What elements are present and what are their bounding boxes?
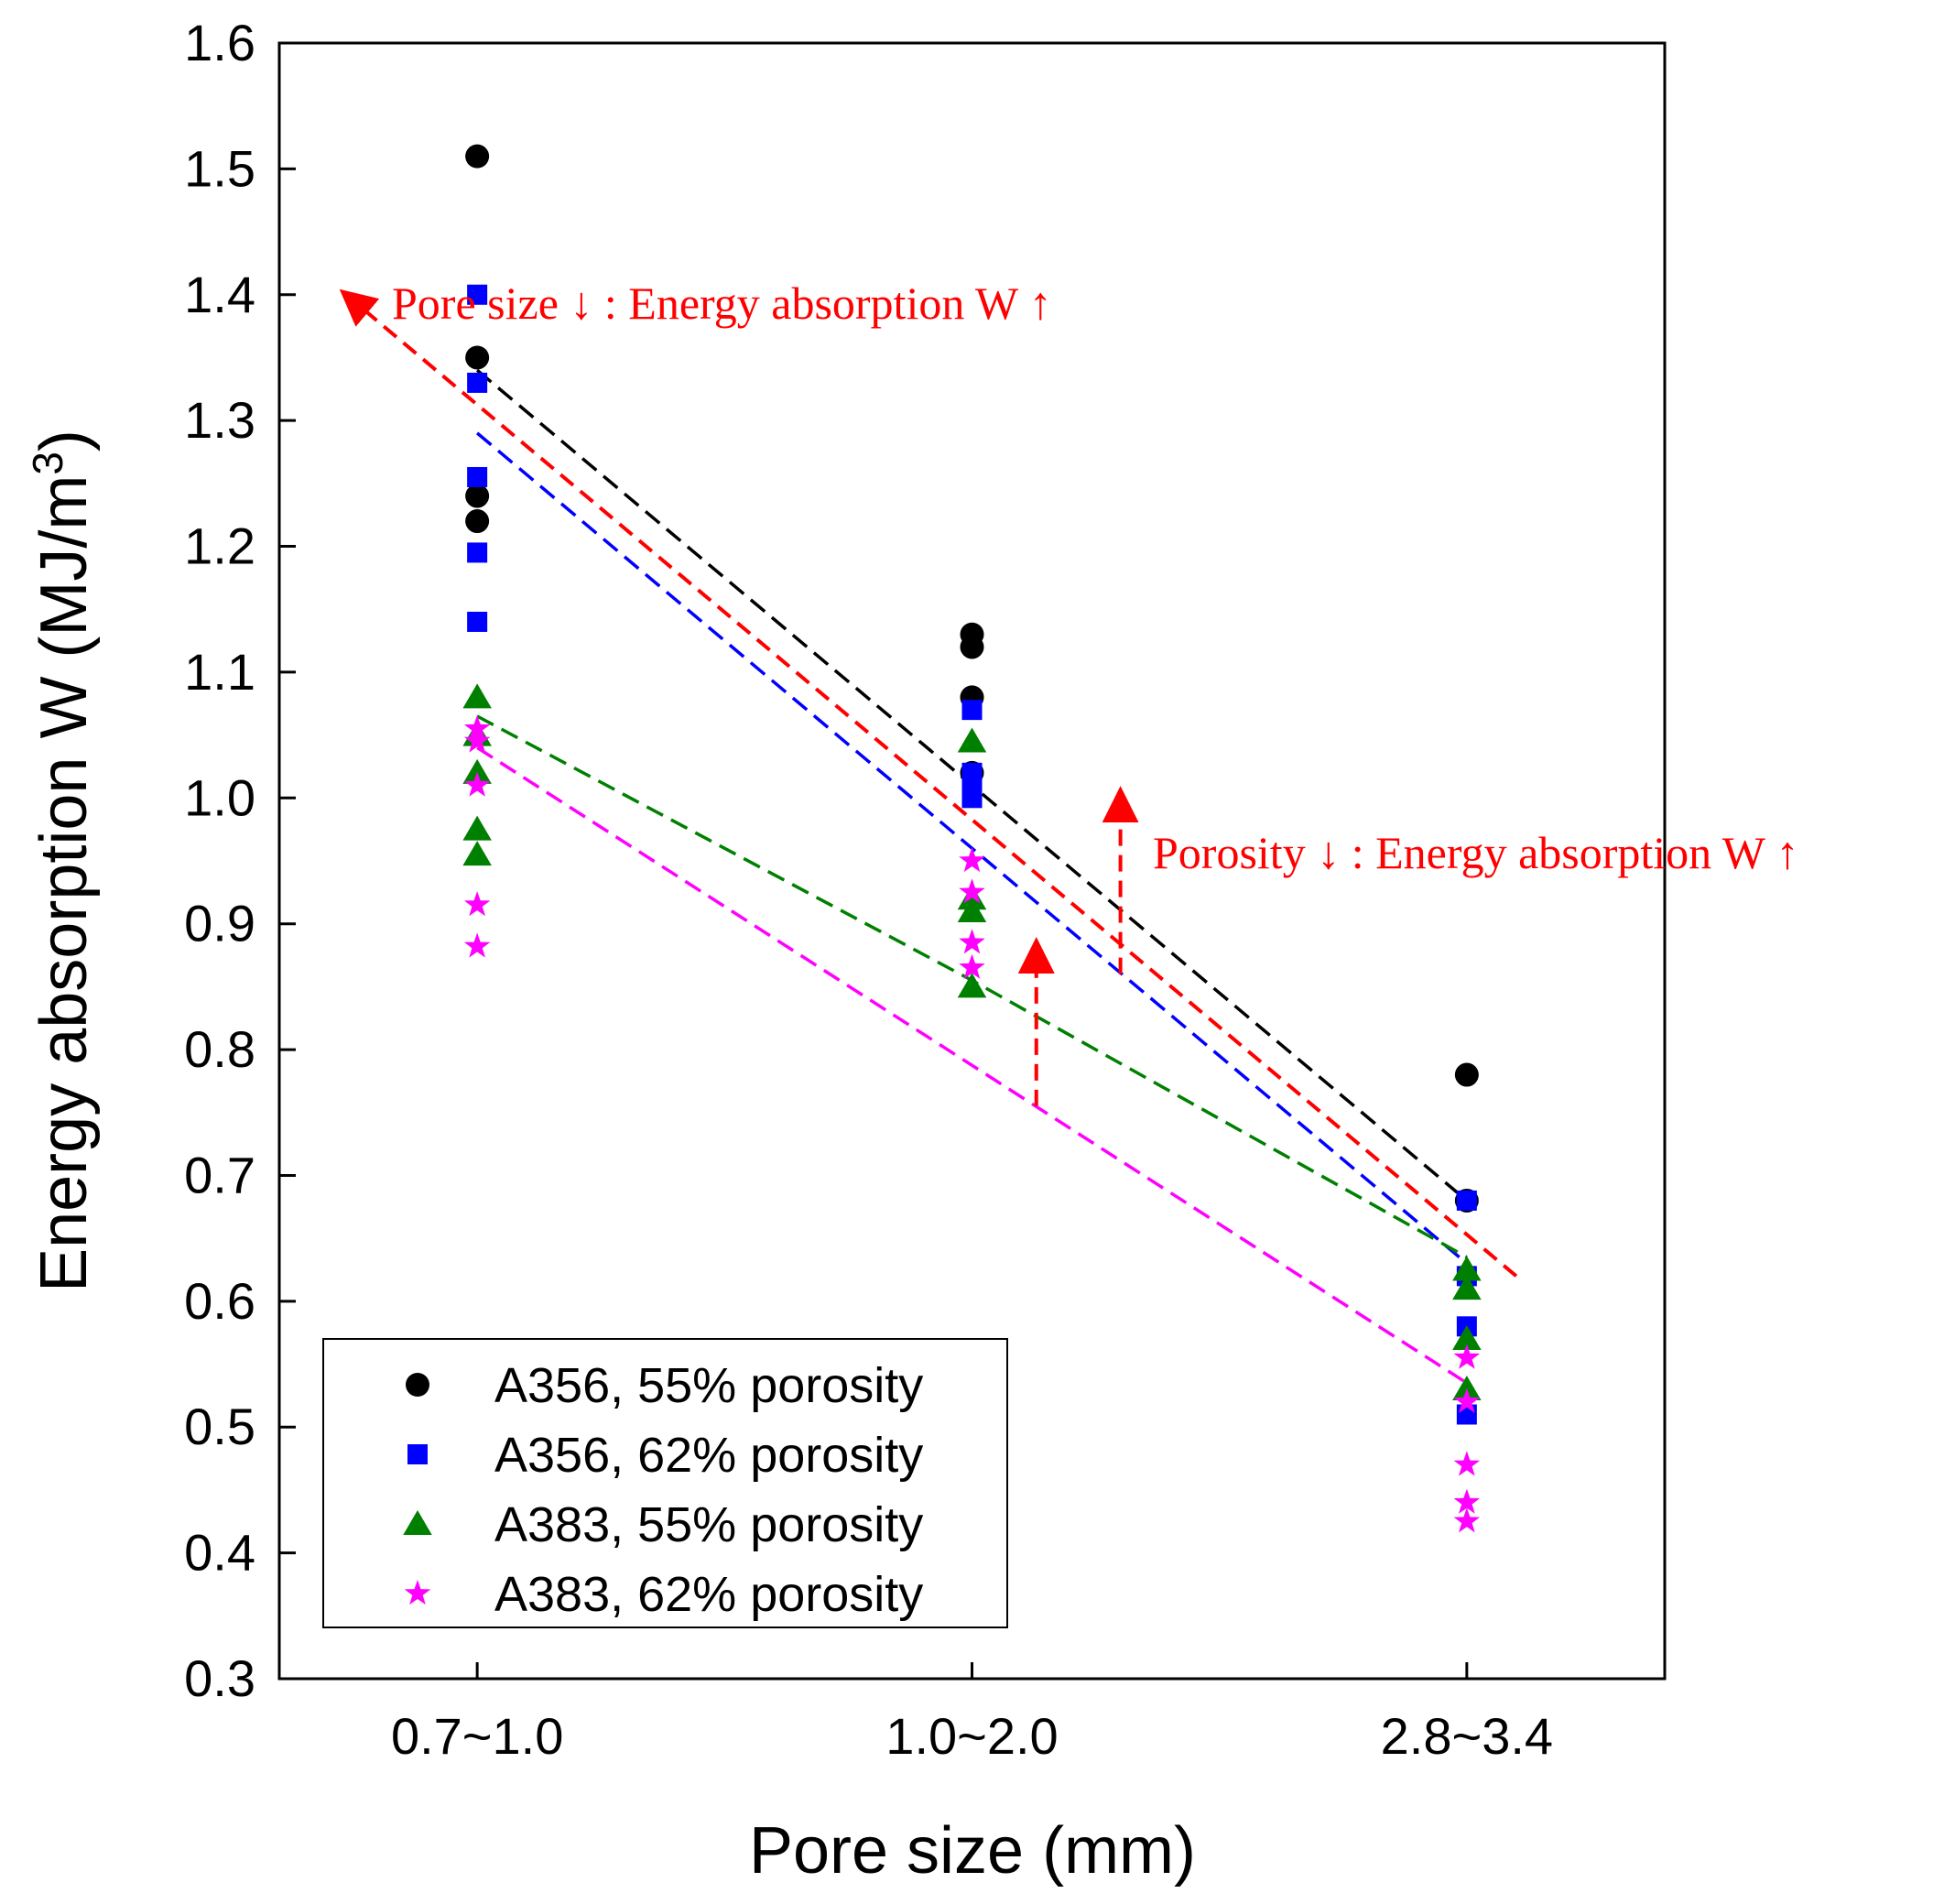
y-axis-title-main: Energy absorption W (MJ/m [27, 475, 101, 1292]
y-tick-label: 1.2 [184, 517, 255, 575]
legend-marker [404, 1580, 431, 1605]
data-point [1453, 1344, 1481, 1369]
legend-label: A383, 62% porosity [494, 1567, 923, 1622]
data-point [1452, 1256, 1482, 1281]
x-tick-label: 2.8~3.4 [1381, 1707, 1553, 1765]
data-point [465, 509, 490, 534]
data-point [463, 891, 491, 917]
data-point [463, 714, 491, 740]
data-point [1453, 1451, 1481, 1476]
y-axis-title-close: ) [27, 430, 101, 452]
data-point [465, 144, 490, 169]
data-point [467, 611, 488, 632]
data-point [462, 815, 492, 841]
y-tick-label: 1.0 [184, 768, 255, 826]
data-point [1452, 1275, 1482, 1300]
legend-marker [407, 1444, 428, 1464]
data-point [961, 700, 983, 721]
data-point [1452, 1376, 1482, 1401]
data-point [463, 727, 491, 753]
data-point [467, 372, 488, 393]
y-tick-label: 0.5 [184, 1398, 255, 1455]
data-point [462, 758, 492, 784]
data-point [1453, 1387, 1481, 1413]
y-axis-title-superscript: 3 [24, 452, 71, 475]
y-tick-label: 0.9 [184, 895, 255, 952]
x-tick-label: 1.0~2.0 [885, 1707, 1058, 1765]
y-tick-label: 1.4 [184, 266, 255, 323]
y-axis: 0.3 0.4 0.5 0.6 0.7 0.8 0.9 1.0 1.1 1.2 1.3 1.4 1.5 1… [184, 14, 296, 1707]
legend: A356, 55% porosity A356, 62% porosity A383… [322, 1338, 1008, 1628]
data-point [957, 727, 987, 753]
trend-line [476, 745, 1468, 1385]
data-point [1454, 1062, 1479, 1087]
data-point [1452, 1325, 1482, 1351]
data-point [467, 284, 488, 305]
y-tick-label: 0.6 [184, 1272, 255, 1330]
data-point [463, 932, 491, 958]
data-point [467, 466, 488, 487]
legend-marker [403, 1510, 432, 1535]
y-tick-label: 1.6 [184, 14, 255, 71]
data-point [1456, 1190, 1477, 1211]
y-tick-label: 0.7 [184, 1146, 255, 1203]
data-point [959, 929, 985, 954]
data-point [961, 788, 983, 809]
annotation-arrows [339, 288, 1518, 1278]
x-axis: 0.7~1.0 1.0~2.0 2.8~3.4 [391, 1662, 1553, 1765]
data-point [463, 771, 491, 797]
data-point [1453, 1507, 1481, 1533]
legend-box [322, 1338, 1008, 1628]
y-tick-label: 0.8 [184, 1020, 255, 1078]
legend-label: A356, 62% porosity [494, 1428, 923, 1483]
y-tick-label: 1.1 [184, 643, 255, 701]
legend-marker [406, 1373, 429, 1397]
legend-label: A383, 55% porosity [494, 1497, 923, 1552]
data-point [957, 897, 987, 922]
data-point [960, 635, 984, 659]
y-axis-title: Energy absorption W (MJ/m3) [24, 430, 101, 1292]
y-tick-label: 1.3 [184, 391, 255, 449]
data-point [465, 484, 490, 508]
x-tick-label: 0.7~1.0 [391, 1707, 563, 1765]
data-point [959, 953, 985, 979]
y-tick-label: 1.5 [184, 139, 255, 197]
annotation-arrow [339, 288, 1518, 1278]
data-point [462, 683, 492, 709]
data-point [957, 973, 987, 998]
data-point [959, 878, 985, 904]
annotation-pore-size: Pore size ↓ : Energy absorption W ↑ [392, 277, 1052, 329]
data-points [462, 144, 1482, 1533]
legend-label: A356, 55% porosity [494, 1358, 923, 1413]
x-axis-title: Pore size (mm) [749, 1814, 1196, 1888]
y-tick-label: 0.4 [184, 1524, 255, 1582]
data-point [959, 847, 985, 873]
data-point [1453, 1488, 1481, 1514]
annotation-porosity: Porosity ↓ : Energy absorption W ↑ [1153, 827, 1799, 878]
data-point [462, 841, 492, 866]
y-tick-label: 0.3 [184, 1649, 255, 1707]
data-point [467, 542, 488, 563]
data-point [465, 345, 490, 370]
